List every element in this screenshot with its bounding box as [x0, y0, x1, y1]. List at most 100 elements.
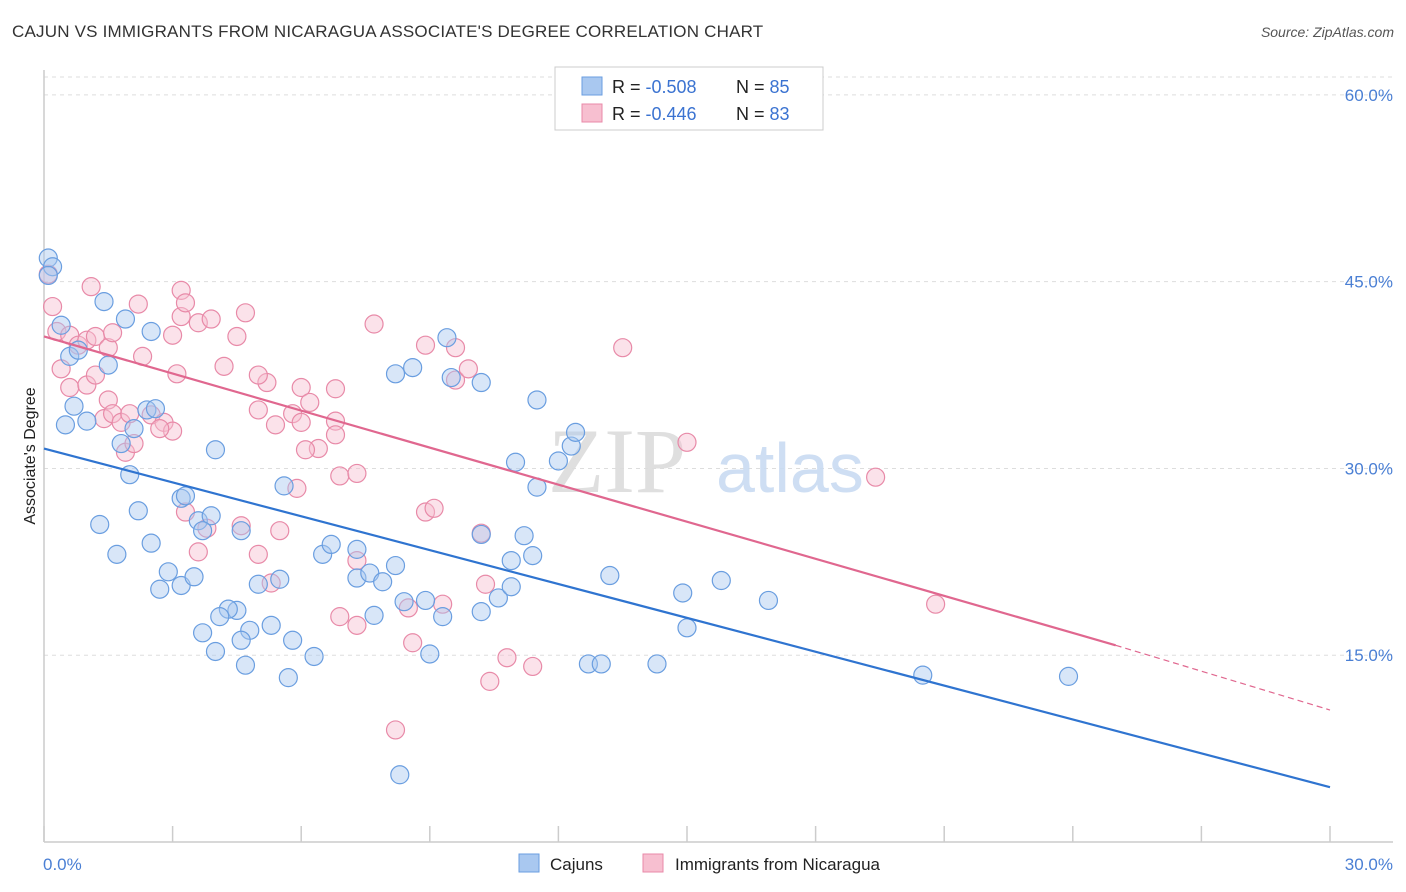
nicaragua-point	[201, 309, 221, 329]
legend-n-value-blue: 85	[770, 77, 790, 97]
cajun-point	[128, 501, 148, 521]
nicaragua-point	[613, 338, 633, 358]
cajun-point	[94, 292, 114, 312]
legend-r-value-pink: -0.446	[646, 104, 697, 124]
cajun-point	[321, 534, 341, 555]
cajun-point	[283, 630, 303, 650]
nicaragua-point	[81, 277, 101, 297]
grid-lines	[44, 76, 1393, 656]
nicaragua-point	[60, 377, 80, 398]
nicaragua-point	[475, 574, 496, 594]
cajun-trend-line	[43, 447, 1331, 789]
cajun-point	[758, 590, 779, 611]
nicaragua-point	[330, 466, 350, 486]
svg-text:R = -0.508: R = -0.508	[612, 77, 697, 97]
nicaragua-point	[347, 463, 367, 484]
nicaragua-point	[175, 293, 196, 313]
nicaragua-point	[248, 544, 268, 564]
cajun-point	[261, 615, 281, 635]
nicaragua-point	[248, 400, 268, 420]
cajun-point	[150, 579, 170, 599]
cajun-point	[364, 605, 384, 625]
cajun-point	[145, 399, 166, 419]
cajun-point	[184, 567, 204, 587]
chart-title: CAJUN VS IMMIGRANTS FROM NICARAGUA ASSOC…	[12, 22, 764, 41]
cajun-point	[115, 309, 136, 329]
cajun-point	[205, 641, 226, 662]
cajun-point	[90, 514, 110, 535]
legend-swatch-blue	[581, 76, 603, 96]
source-label: Source: ZipAtlas.com	[1260, 24, 1394, 40]
cajun-point	[38, 265, 58, 286]
cajun-point	[548, 451, 569, 471]
legend-r-label-pink: R =	[612, 104, 646, 124]
bottom-legend-label-nicaragua: Immigrants from Nicaragua	[675, 855, 881, 874]
nicaragua-point	[150, 419, 170, 439]
nicaragua-point	[227, 326, 247, 347]
nicaragua-point	[415, 335, 436, 355]
cajun-point	[64, 396, 84, 416]
x-tick-label-min: 0.0%	[43, 855, 82, 874]
cajun-point	[437, 328, 457, 348]
cajun-point	[390, 765, 410, 785]
cajun-point	[193, 521, 213, 541]
cajun-point	[77, 411, 97, 431]
y-tick-label: 30.0%	[1345, 459, 1393, 478]
nicaragua-point	[85, 365, 106, 385]
cajun-point	[523, 546, 543, 566]
cajun-point	[385, 555, 406, 576]
watermark-atlas: atlas	[716, 429, 864, 507]
legend-top: R = -0.508 N = 85 R = -0.446 N = 83	[554, 66, 824, 131]
nicaragua-point	[385, 720, 406, 740]
nicaragua-point	[347, 615, 367, 635]
cajun-point	[124, 419, 144, 439]
cajun-point	[231, 521, 251, 541]
cajun-point	[373, 572, 393, 592]
cajun-point	[175, 486, 196, 506]
cajun-point	[415, 590, 436, 611]
nicaragua-point	[163, 325, 183, 345]
cajun-point	[42, 257, 63, 277]
cajun-point	[677, 618, 697, 638]
watermark-zip: ZIP	[548, 410, 686, 512]
nicaragua-point	[523, 656, 543, 677]
cajun-point	[107, 544, 127, 564]
cajun-point	[394, 592, 414, 612]
cajun-point	[505, 452, 526, 472]
cajun-point	[205, 440, 226, 460]
nicaragua-point	[480, 671, 500, 691]
nicaragua-point	[291, 412, 311, 432]
cajun-point	[141, 321, 161, 342]
nicaragua-point	[458, 359, 478, 379]
cajun-point	[158, 562, 178, 582]
nicaragua-point	[291, 377, 311, 398]
cajun-point	[278, 668, 298, 688]
cajun-point	[527, 390, 547, 410]
svg-text:N = 85: N = 85	[736, 77, 790, 97]
cajun-point	[433, 607, 453, 627]
nicaragua-point	[325, 425, 346, 445]
cajun-point	[55, 415, 76, 435]
cajun-point	[304, 646, 324, 667]
cajun-point	[248, 574, 268, 594]
legend-r-label-blue: R =	[612, 77, 646, 97]
svg-text:N = 83: N = 83	[736, 104, 790, 124]
nicaragua-point	[235, 303, 256, 323]
cajun-point	[111, 433, 131, 454]
trend-lines	[43, 335, 1331, 789]
nicaragua-point	[265, 415, 286, 435]
cajun-point	[514, 526, 534, 546]
nicaragua-point	[330, 607, 350, 627]
cajun-point	[600, 565, 620, 586]
watermark: ZIP atlas	[548, 410, 864, 512]
cajun-point	[193, 623, 213, 643]
cajun-point	[141, 533, 161, 553]
cajun-point	[673, 583, 693, 603]
nicaragua-point	[188, 542, 208, 562]
nicaragua-trend-line	[43, 335, 1116, 647]
cajun-point	[565, 422, 586, 442]
blue-series-points	[38, 248, 1079, 785]
nicaragua-point	[231, 516, 251, 536]
nicaragua-point	[325, 379, 346, 399]
cajun-point	[347, 539, 367, 559]
